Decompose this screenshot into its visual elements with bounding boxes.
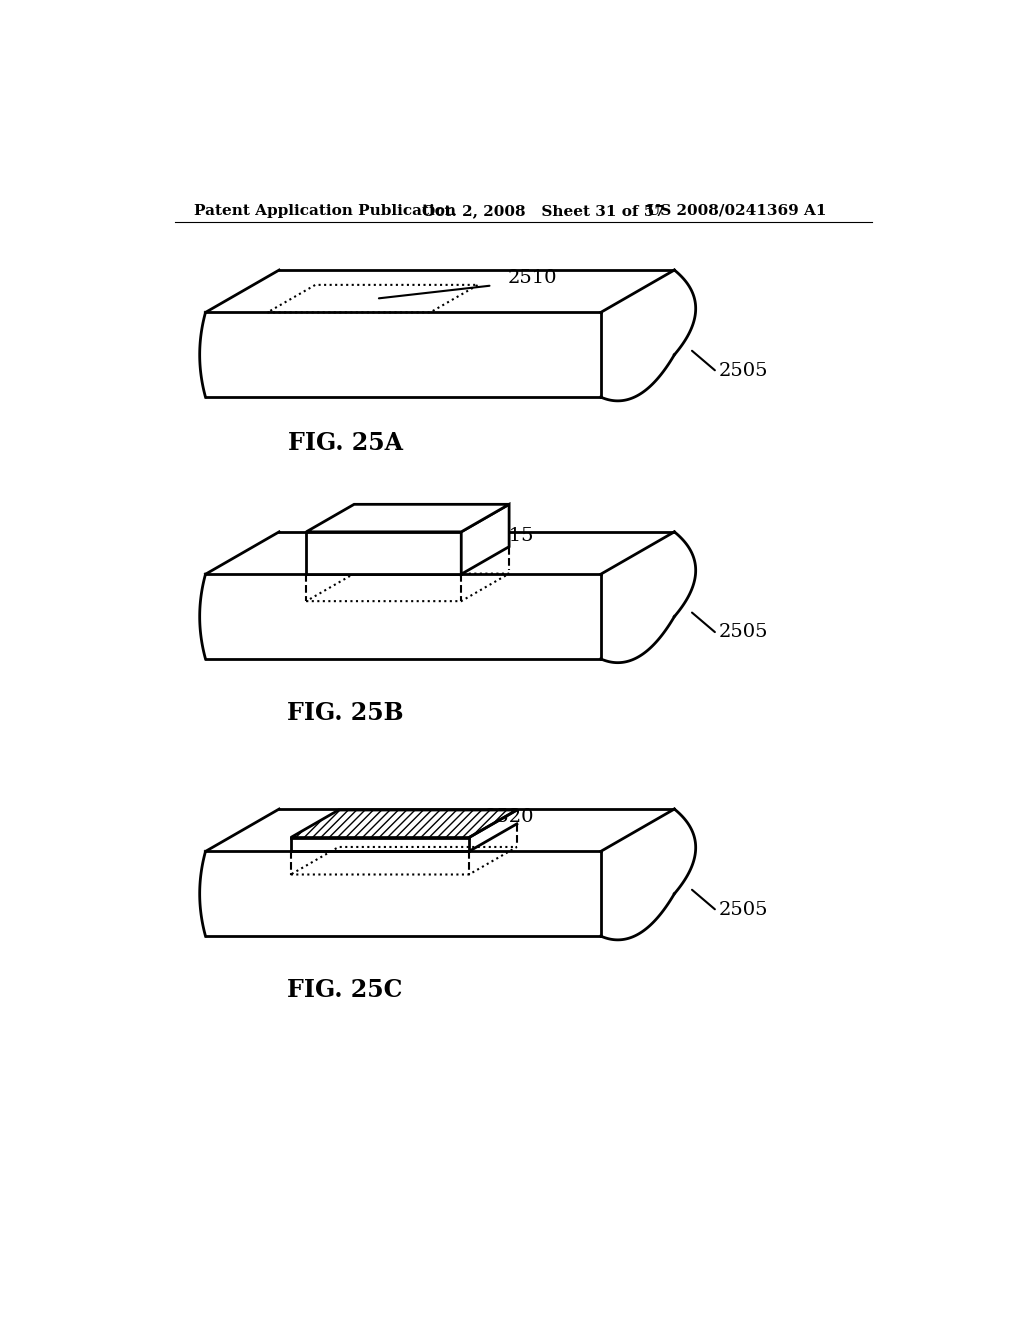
Text: 2505: 2505 bbox=[719, 900, 768, 919]
Polygon shape bbox=[601, 809, 675, 936]
Polygon shape bbox=[601, 532, 675, 659]
Polygon shape bbox=[306, 532, 461, 574]
Polygon shape bbox=[206, 532, 675, 574]
Text: FIG. 25B: FIG. 25B bbox=[287, 701, 403, 725]
Text: 2505: 2505 bbox=[719, 623, 768, 642]
Polygon shape bbox=[200, 851, 601, 936]
Polygon shape bbox=[461, 504, 509, 574]
Polygon shape bbox=[601, 271, 675, 397]
Text: FIG. 25A: FIG. 25A bbox=[288, 432, 402, 455]
Text: 2515: 2515 bbox=[484, 527, 534, 545]
Text: 2520: 2520 bbox=[484, 808, 534, 826]
Text: 2505: 2505 bbox=[719, 362, 768, 380]
Polygon shape bbox=[306, 504, 509, 532]
Polygon shape bbox=[291, 810, 517, 837]
Polygon shape bbox=[206, 271, 675, 313]
Polygon shape bbox=[200, 574, 601, 659]
Text: Patent Application Publication: Patent Application Publication bbox=[194, 203, 456, 218]
Text: US 2008/0241369 A1: US 2008/0241369 A1 bbox=[647, 203, 826, 218]
Text: 2510: 2510 bbox=[508, 269, 557, 286]
Polygon shape bbox=[200, 313, 601, 397]
Text: Oct. 2, 2008   Sheet 31 of 57: Oct. 2, 2008 Sheet 31 of 57 bbox=[423, 203, 666, 218]
Text: FIG. 25C: FIG. 25C bbox=[288, 978, 402, 1002]
Polygon shape bbox=[206, 809, 675, 851]
